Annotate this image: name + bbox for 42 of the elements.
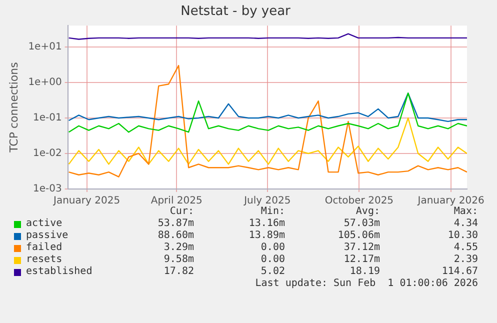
text: Min: [260, 206, 285, 218]
text: 0.00 [260, 254, 285, 266]
text: 53.87m [158, 218, 194, 230]
text: 5.02 [260, 266, 285, 278]
text: 13.16m [248, 218, 285, 230]
text: 13.89m [248, 230, 285, 242]
text: 18.19 [350, 266, 380, 278]
text: 37.12m [344, 242, 380, 254]
text: 57.03m [344, 218, 380, 230]
y-tick-label: 1e-01 [32, 112, 62, 124]
x-tick-label: April 2025 [150, 196, 202, 207]
text: 4.55 [454, 242, 478, 254]
legend-label: established [26, 266, 92, 278]
text: 114.67 [442, 266, 478, 278]
text: 17.82 [164, 266, 194, 278]
text: 88.60m [158, 230, 194, 242]
legend-label: failed [26, 242, 62, 254]
x-tick-label: October 2025 [324, 196, 394, 207]
y-tick-label: 1e-03 [32, 184, 62, 195]
text: 105.06m [338, 230, 380, 242]
y-tick-label: 1e-02 [32, 148, 62, 160]
y-tick-label: 1e+00 [28, 77, 62, 88]
text: 12.17m [344, 254, 380, 266]
text: 4.34 [454, 218, 478, 230]
legend-label: active [26, 218, 62, 230]
text: Max: [454, 206, 478, 218]
text: Last update: Sun Feb 1 01:00:06 2026 [255, 278, 478, 290]
x-tick-label: January 2025 [52, 196, 120, 207]
y-tick-label: 1e+01 [28, 42, 62, 53]
text: 3.29m [164, 242, 194, 254]
legend-label: passive [26, 230, 68, 242]
chart-title: Netstat - by year [180, 4, 292, 20]
text: 0.00 [260, 242, 285, 254]
legend-label: resets [26, 254, 62, 266]
text: 2.39 [454, 254, 478, 266]
x-tick-label: January 2026 [416, 196, 484, 207]
x-tick-label: July 2025 [243, 196, 291, 207]
y-axis-title: TCP connections [7, 62, 20, 154]
text: Cur: [170, 206, 194, 218]
text: 9.58m [164, 254, 194, 266]
text: 10.30 [448, 230, 478, 242]
text: Avg: [356, 206, 380, 218]
